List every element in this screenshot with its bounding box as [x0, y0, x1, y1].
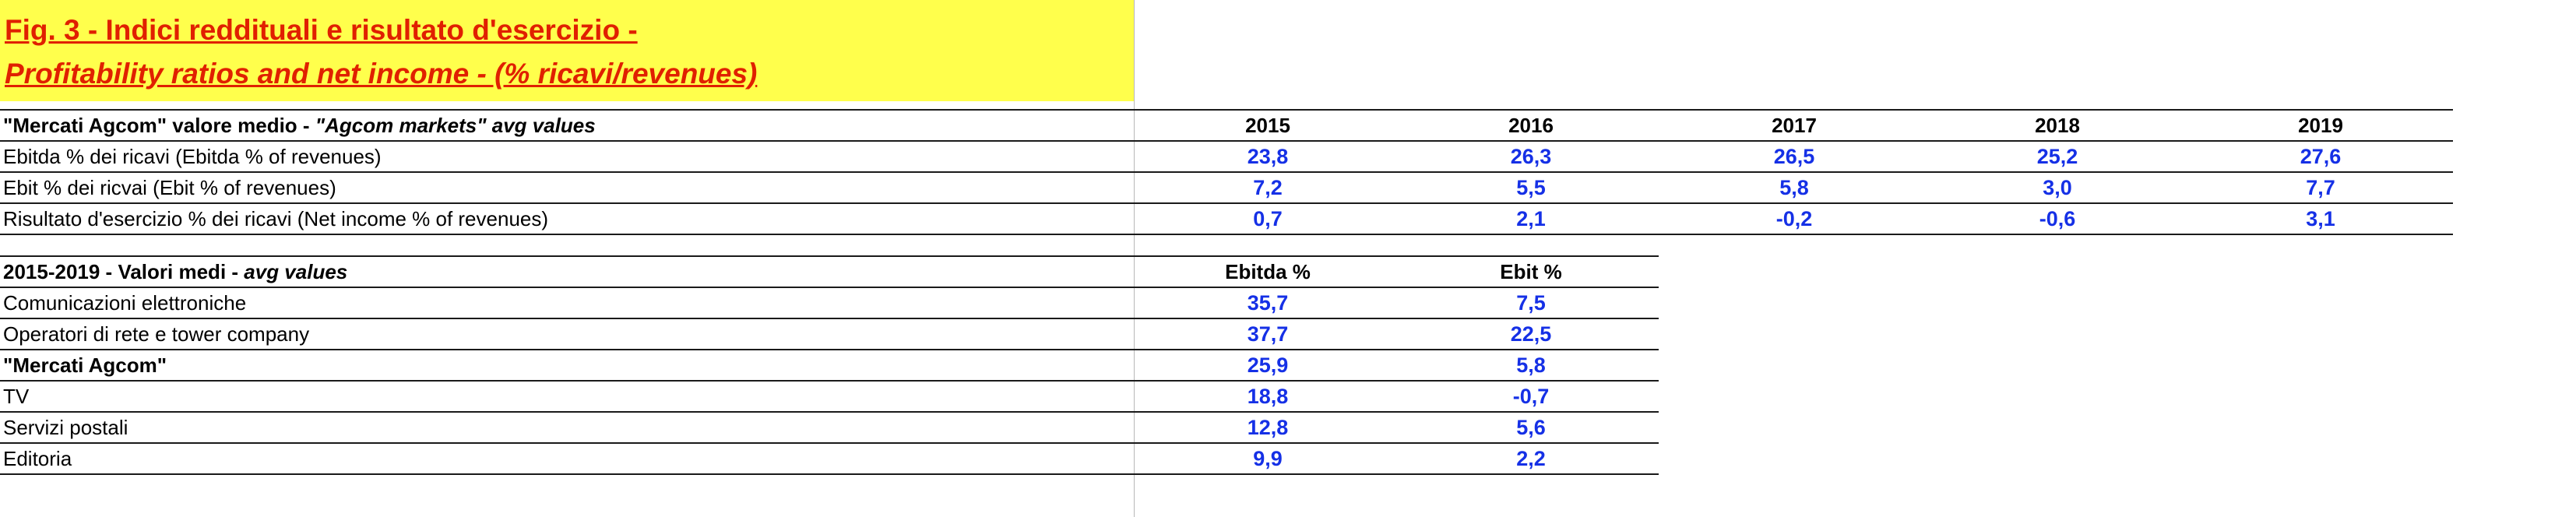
table1-header-label-plain: "Mercati Agcom" valore medio - — [3, 114, 315, 137]
table2-row-label: Servizi postali — [3, 416, 128, 439]
table2-value-cell: 9,9 — [1253, 447, 1283, 470]
row-separator — [0, 171, 2453, 173]
row-separator — [0, 109, 2453, 111]
year-header: 2019 — [2298, 114, 2343, 137]
table1-value-cell: 5,5 — [1516, 176, 1546, 199]
table1-header-label-italic: "Agcom markets" avg values — [315, 114, 596, 137]
table2-value-cell: 12,8 — [1247, 416, 1289, 439]
row-separator — [0, 442, 1659, 444]
row-separator — [0, 234, 2453, 235]
table2-value-cell: 5,6 — [1516, 416, 1546, 439]
row-separator — [0, 287, 1659, 288]
table2-header-label: 2015-2019 - Valori medi - avg values — [3, 262, 347, 282]
table1-value-cell: 0,7 — [1253, 207, 1283, 230]
table1-value-cell: -0,2 — [1775, 207, 1813, 230]
table1-value-cell: 3,0 — [2043, 176, 2072, 199]
table2-header-label-italic: avg values — [244, 260, 348, 283]
row-separator — [0, 202, 2453, 204]
row-separator — [0, 411, 1659, 413]
table1-row-label: Ebit % dei ricvai (Ebit % of revenues) — [3, 176, 336, 199]
figure-title-block: Fig. 3 - Indici reddituali e risultato d… — [0, 0, 1134, 101]
table2-row-label: Operatori di rete e tower company — [3, 322, 310, 346]
table1-value-cell: 7,7 — [2306, 176, 2335, 199]
table1-row-label: Ebitda % dei ricavi (Ebitda % of revenue… — [3, 145, 382, 168]
table2-value-cell: 22,5 — [1510, 322, 1552, 346]
table1-value-cell: 26,3 — [1510, 145, 1552, 168]
table2-row-label: "Mercati Agcom" — [3, 353, 167, 377]
table2-value-cell: 35,7 — [1247, 291, 1289, 315]
table2-row-label: Editoria — [3, 447, 72, 470]
table1-value-cell: -0,6 — [2039, 207, 2076, 230]
table1-row-label: Risultato d'esercizio % dei ricavi (Net … — [3, 207, 549, 230]
year-header: 2015 — [1245, 114, 1290, 137]
table1-value-cell: 7,2 — [1253, 176, 1283, 199]
column-header: Ebit % — [1500, 260, 1562, 283]
row-separator — [0, 140, 2453, 142]
table1-value-cell: 25,2 — [2036, 145, 2078, 168]
table2-value-cell: 37,7 — [1247, 322, 1289, 346]
table2-value-cell: 18,8 — [1247, 385, 1289, 408]
table1-value-cell: 5,8 — [1779, 176, 1809, 199]
column-divider — [1134, 0, 1135, 517]
column-header: Ebitda % — [1225, 260, 1311, 283]
table2-value-cell: 7,5 — [1516, 291, 1546, 315]
table2-row-label: TV — [3, 385, 30, 408]
row-separator — [0, 473, 1659, 475]
table1-value-cell: 26,5 — [1773, 145, 1815, 168]
table2-value-cell: 25,9 — [1247, 353, 1289, 377]
table1-header-label: "Mercati Agcom" valore medio - "Agcom ma… — [3, 115, 596, 135]
table1-value-cell: 3,1 — [2306, 207, 2335, 230]
year-header: 2017 — [1772, 114, 1817, 137]
table2-value-cell: 5,8 — [1516, 353, 1546, 377]
table1-value-cell: 27,6 — [2300, 145, 2342, 168]
table2-header-label-plain: 2015-2019 - Valori medi - — [3, 260, 245, 283]
row-separator — [0, 349, 1659, 350]
year-header: 2016 — [1508, 114, 1554, 137]
table1-value-cell: 2,1 — [1516, 207, 1546, 230]
figure-title-line-2: Profitability ratios and net income - (%… — [5, 58, 758, 90]
table2-value-cell: 2,2 — [1516, 447, 1546, 470]
row-separator — [0, 318, 1659, 319]
table2-value-cell: -0,7 — [1512, 385, 1550, 408]
table1-value-cell: 23,8 — [1247, 145, 1289, 168]
row-separator — [0, 255, 1659, 257]
year-header: 2018 — [2035, 114, 2080, 137]
table2-row-label: Comunicazioni elettroniche — [3, 291, 247, 315]
figure-title-line-1: Fig. 3 - Indici reddituali e risultato d… — [5, 14, 638, 46]
row-separator — [0, 380, 1659, 382]
